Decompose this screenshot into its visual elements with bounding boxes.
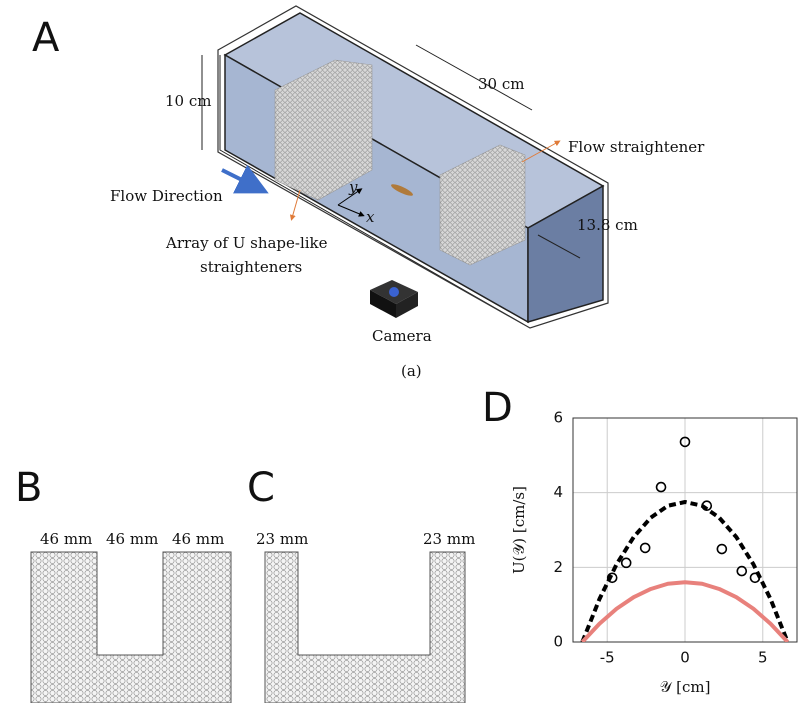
panel-label: C — [247, 465, 275, 511]
camera-lens — [389, 287, 399, 297]
width-label: 23 mm — [256, 530, 308, 548]
y-axis-label: U(𝒴) [cm/s] — [510, 486, 528, 574]
panel-c: C 23 mm 23 mm — [247, 465, 475, 703]
width-label: 23 mm — [423, 530, 475, 548]
dimension-label: 13.8 cm — [577, 216, 638, 234]
y-tick-label: 0 — [553, 633, 563, 651]
x-tick-label: 5 — [758, 649, 768, 667]
panel-label: A — [32, 15, 60, 61]
y-tick-label: 4 — [553, 483, 563, 501]
panel-label: D — [482, 385, 513, 431]
axis-label: y — [348, 178, 358, 196]
u-straightener — [31, 552, 231, 703]
annotation: Array of U shape-like — [165, 234, 328, 252]
dimension-label: 30 cm — [478, 75, 524, 93]
x-tick-label: -5 — [600, 649, 615, 667]
width-label: 46 mm — [106, 530, 158, 548]
y-tick-label: 6 — [553, 409, 563, 427]
panel-label: B — [15, 465, 42, 511]
y-tick-label: 2 — [553, 558, 563, 576]
annotation: Flow Direction — [110, 187, 223, 205]
panel-b: B 46 mm 46 mm 46 mm — [15, 465, 231, 703]
panel-a: A y x 10 cm 30 cm 13.8 cm Flow straighte… — [32, 6, 705, 380]
width-label: 46 mm — [40, 530, 92, 548]
figure: A y x 10 cm 30 cm 13.8 cm Flow straighte… — [0, 0, 802, 703]
panel-d: D 𝒴 [cm] U(𝒴) [cm/s] -5 0 5 0 2 4 6 — [482, 385, 797, 696]
annotation: Flow straightener — [568, 138, 705, 156]
annotation: Camera — [372, 327, 432, 345]
width-label: 46 mm — [172, 530, 224, 548]
u-straightener — [265, 552, 465, 703]
dimension-label: 10 cm — [165, 92, 211, 110]
x-axis-label: 𝒴 [cm] — [660, 678, 711, 696]
x-tick-label: 0 — [680, 649, 690, 667]
flow-arrow — [222, 170, 258, 188]
annotation: straighteners — [200, 258, 302, 276]
caption: (a) — [401, 362, 422, 380]
axis-label: x — [366, 208, 375, 226]
